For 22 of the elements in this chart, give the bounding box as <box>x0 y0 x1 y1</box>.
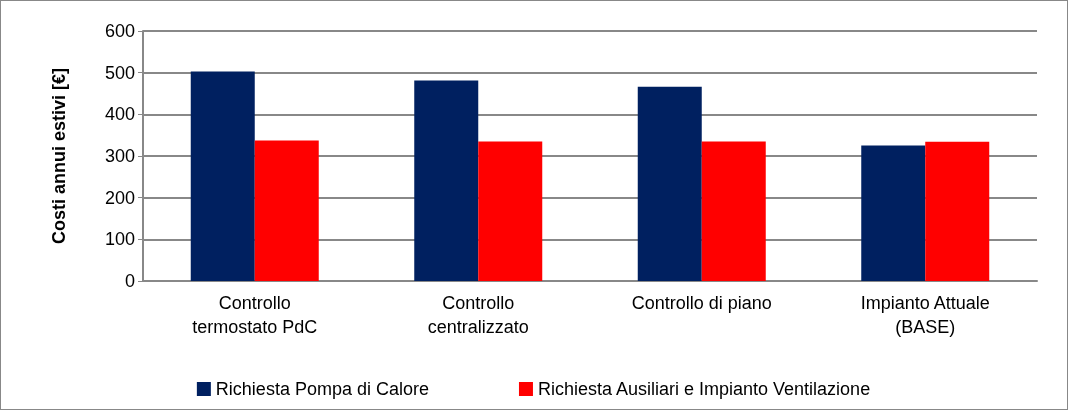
y-tick-label: 100 <box>104 229 135 250</box>
bar <box>254 140 319 281</box>
legend-label: Richiesta Ausiliari e Impianto Ventilazione <box>537 379 871 399</box>
y-tick-label: 0 <box>124 271 135 291</box>
y-tick-label: 200 <box>104 187 135 208</box>
bar <box>190 71 255 281</box>
bar <box>637 86 702 281</box>
y-tick-label: 300 <box>104 146 135 166</box>
bar <box>701 141 766 281</box>
x-tick-label: Controllo di piano <box>631 293 772 313</box>
y-tick-label: 400 <box>104 104 135 125</box>
bar <box>414 80 479 281</box>
x-tick-label: Controllo centralizzato <box>427 293 529 337</box>
y-tick-label: 500 <box>104 62 135 83</box>
x-tick-label: Controllo termostato PdC <box>192 293 318 337</box>
bar <box>925 141 990 281</box>
legend-label: Richiesta Pompa di Calore <box>215 379 429 399</box>
y-tick-label: 600 <box>104 21 135 41</box>
y-axis-title: Costi annui estivi [€] <box>49 67 69 245</box>
x-tick-label: Impianto Attuale (BASE) <box>860 293 990 337</box>
bar <box>478 141 543 281</box>
bar <box>861 145 926 281</box>
